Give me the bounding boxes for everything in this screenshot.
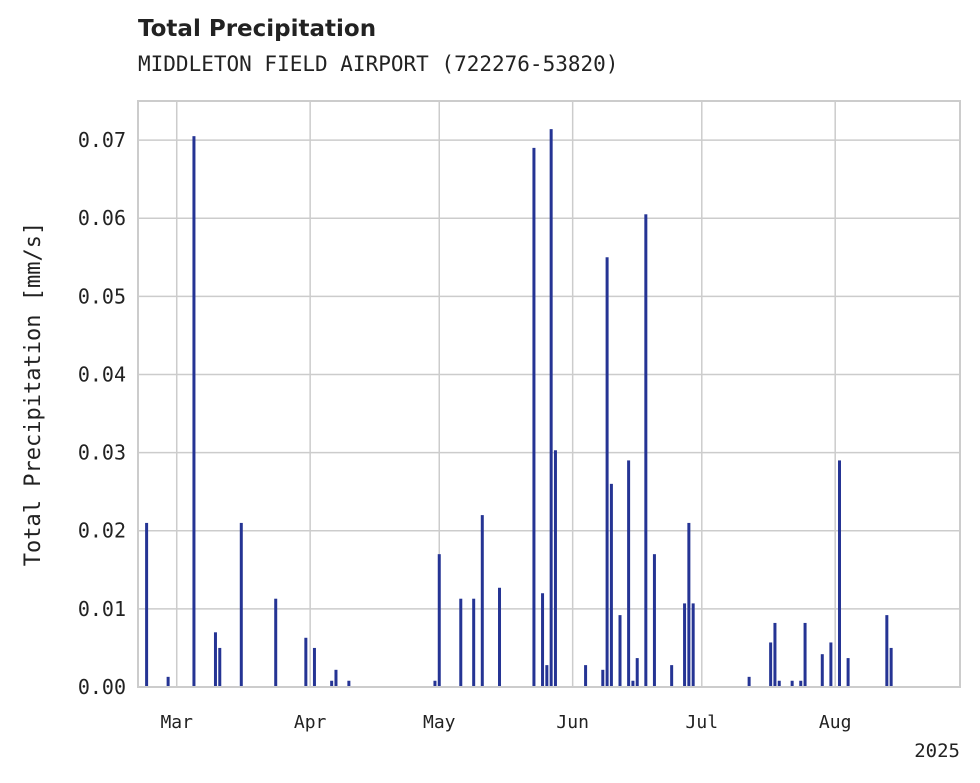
x-offset-label: 2025	[914, 740, 960, 762]
precip-bar	[747, 676, 751, 687]
precip-bar	[347, 680, 351, 687]
precip-bar	[773, 622, 777, 687]
precip-bar	[618, 615, 622, 687]
x-tick-labels: Mar Apr May Jun Jul Aug	[160, 712, 851, 733]
precip-bar	[683, 603, 687, 687]
precip-bar	[652, 554, 656, 687]
precip-bar	[274, 598, 278, 687]
precip-bar	[541, 593, 545, 687]
precip-bar	[145, 522, 149, 687]
precip-bar	[532, 147, 536, 687]
precip-bar	[627, 460, 631, 687]
y-tick-label: 0.01	[78, 597, 126, 621]
precip-bar	[334, 669, 338, 687]
y-tick-label: 0.07	[78, 128, 126, 152]
precip-bar	[480, 515, 484, 687]
x-tick-label: Mar	[160, 712, 193, 733]
precip-bar	[545, 665, 549, 687]
y-tick-label: 0.05	[78, 284, 126, 308]
precip-bar	[889, 647, 893, 687]
precip-bar	[584, 665, 588, 687]
y-tick-labels: 0.00 0.01 0.02 0.03 0.04 0.05 0.06 0.07	[78, 128, 126, 699]
x-tick-label: Jul	[686, 712, 719, 733]
precip-bar	[635, 658, 639, 687]
precip-bar	[553, 450, 557, 687]
grid-lines	[138, 101, 960, 688]
precip-bar	[312, 647, 316, 687]
precip-bar	[803, 622, 807, 687]
precip-bar	[304, 637, 308, 687]
precip-bar	[769, 642, 773, 687]
precip-bar	[192, 136, 196, 687]
precip-bar	[837, 460, 841, 687]
precip-bar	[670, 665, 674, 687]
x-tick-label: Apr	[294, 712, 327, 733]
precip-bar	[829, 642, 833, 687]
precip-bar	[846, 658, 850, 687]
precip-bar	[239, 522, 243, 687]
precip-bar	[609, 483, 613, 687]
precip-bar	[498, 587, 502, 687]
precip-bar	[549, 129, 553, 688]
precip-bar	[437, 554, 441, 687]
bar-series	[145, 129, 893, 688]
y-axis-label: Total Precipitation [mm/s]	[21, 222, 46, 566]
chart-title: Total Precipitation	[138, 16, 377, 42]
precip-bar	[459, 598, 463, 687]
precip-bar	[777, 680, 781, 687]
precip-bar	[213, 632, 217, 687]
y-tick-label: 0.06	[78, 206, 126, 230]
plot-frame	[137, 100, 961, 688]
precip-bar	[472, 598, 476, 687]
precip-bar	[218, 647, 222, 687]
precip-bar	[605, 257, 609, 687]
precip-bar	[691, 603, 695, 687]
precip-bar	[433, 680, 437, 687]
x-tick-label: Jun	[556, 712, 589, 733]
precip-bar	[330, 680, 334, 687]
precip-bar	[820, 654, 824, 687]
y-tick-label: 0.04	[78, 362, 126, 386]
chart-subtitle: MIDDLETON FIELD AIRPORT (722276-53820)	[138, 52, 619, 76]
x-tick-label: May	[423, 712, 456, 733]
precip-bar	[687, 522, 691, 687]
precip-bar	[799, 680, 803, 687]
y-tick-label: 0.03	[78, 441, 126, 465]
precip-bar	[601, 669, 605, 687]
precip-bar	[166, 676, 170, 687]
precip-bar	[790, 680, 794, 687]
precip-bar	[644, 214, 648, 687]
x-tick-label: Aug	[819, 712, 852, 733]
precip-bar	[631, 680, 635, 687]
precip-bar	[885, 615, 889, 687]
y-tick-label: 0.02	[78, 519, 126, 543]
y-tick-label: 0.00	[78, 675, 126, 699]
